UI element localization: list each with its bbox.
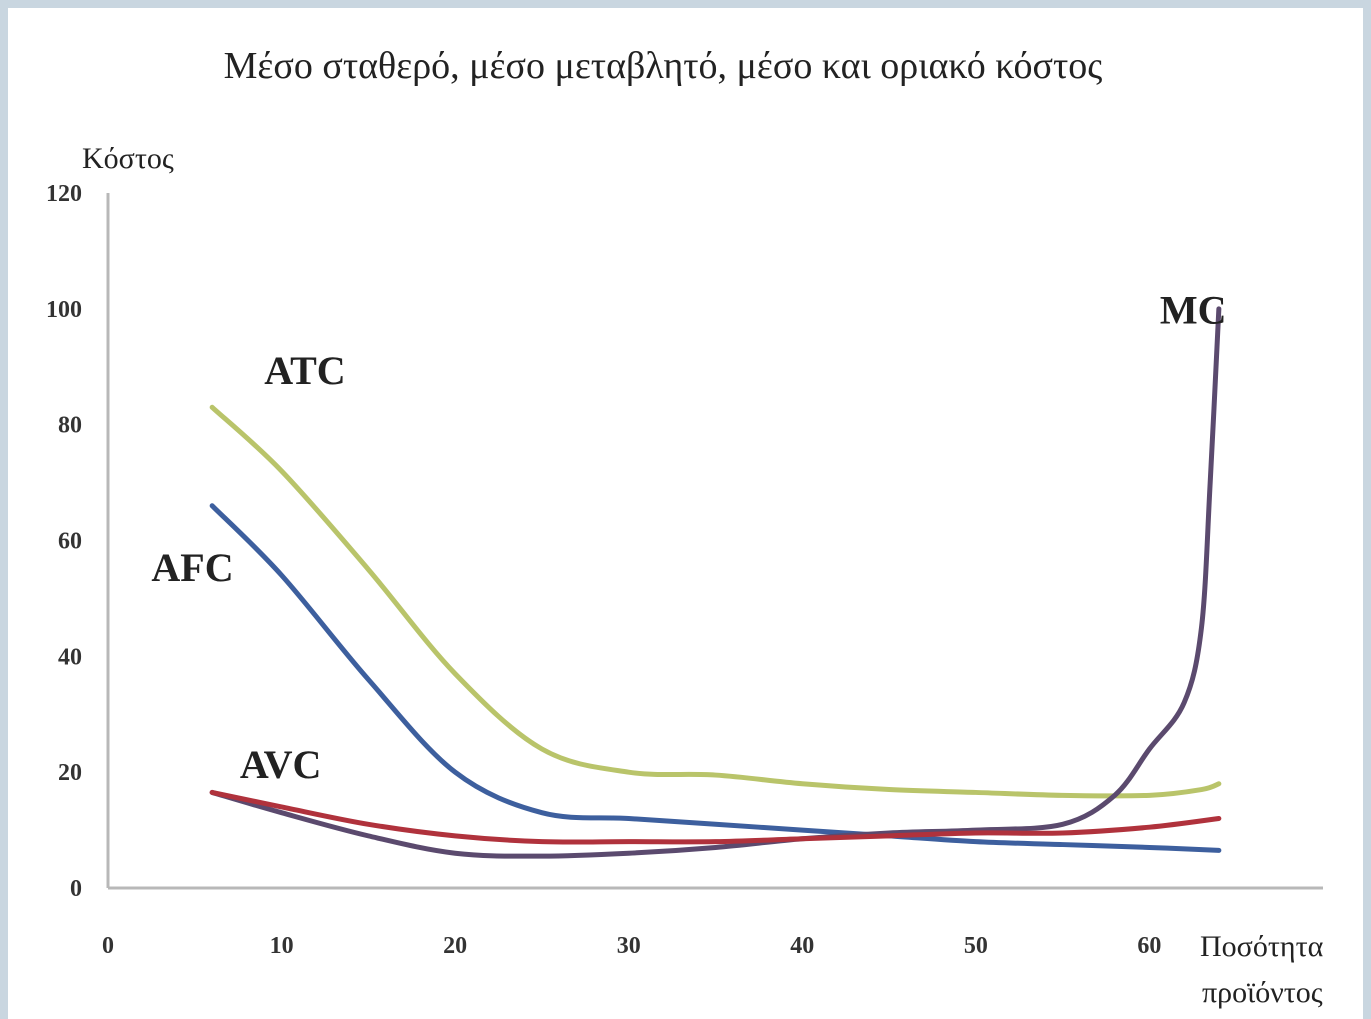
series-line-atc	[209, 404, 1222, 799]
series-label-afc: AFC	[151, 545, 233, 590]
x-axis-label-line1: Ποσότητα	[1200, 930, 1324, 963]
series-curves	[209, 306, 1222, 859]
y-tick-label: 80	[58, 413, 82, 439]
series-label-atc: ATC	[264, 348, 345, 393]
y-tick-label: 20	[58, 760, 82, 786]
y-tick-label: 120	[46, 181, 82, 207]
cost-curves-chart: Μέσο σταθερό, μέσο μεταβλητό, μέσο και ο…	[46, 45, 1324, 1009]
axis-ticks: 0 20 40 60 80 100 120 0 10 20 30 40 50 60	[46, 181, 1161, 959]
series-line-mc	[209, 306, 1222, 859]
chart-frame: Μέσο σταθερό, μέσο μεταβλητό, μέσο και ο…	[8, 8, 1363, 1019]
series-label-avc: AVC	[240, 742, 322, 787]
x-tick-label: 0	[102, 933, 114, 959]
x-tick-label: 10	[270, 933, 294, 959]
y-tick-label: 60	[58, 529, 82, 555]
x-axis-label-line2: προϊόντος	[1202, 976, 1323, 1009]
y-axis-label: Κόστος	[82, 142, 174, 175]
series-line-afc	[209, 503, 1222, 853]
chart-title: Μέσο σταθερό, μέσο μεταβλητό, μέσο και ο…	[224, 45, 1103, 87]
x-tick-label: 50	[964, 933, 988, 959]
x-tick-label: 60	[1137, 933, 1161, 959]
y-tick-label: 100	[46, 297, 82, 323]
series-label-mc: MC	[1160, 287, 1227, 332]
x-tick-label: 20	[443, 933, 467, 959]
y-tick-label: 40	[58, 644, 82, 670]
x-tick-label: 40	[790, 933, 814, 959]
x-tick-label: 30	[617, 933, 641, 959]
series-labels: ATC AFC AVC MC	[151, 287, 1226, 787]
series-line-avc	[209, 789, 1222, 845]
y-tick-label: 0	[70, 876, 82, 902]
